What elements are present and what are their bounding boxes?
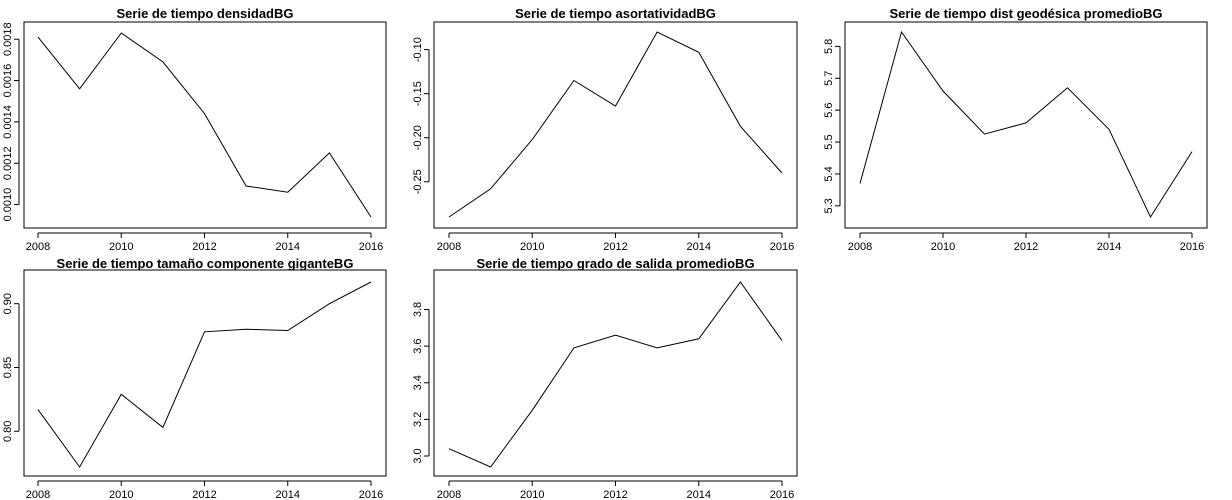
chart-4-title: Serie de tiempo tamaño componente gigant… bbox=[57, 256, 354, 271]
chart-4-x-tick-label: 2016 bbox=[359, 489, 383, 500]
chart-1-x-tick-label: 2012 bbox=[192, 241, 216, 253]
chart-5-y-tick-label: 3.6 bbox=[412, 338, 424, 353]
chart-5-series-line bbox=[448, 281, 783, 468]
chart-3-y-tick-label: 5.6 bbox=[823, 102, 835, 117]
chart-1-title: Serie de tiempo densidadBG bbox=[117, 6, 294, 21]
chart-2-plot-frame bbox=[433, 21, 798, 229]
chart-5-y-tick-label: 3.8 bbox=[412, 302, 424, 317]
chart-2-x-tick-label: 2012 bbox=[603, 241, 627, 253]
chart-3-y-tick-label: 5.8 bbox=[823, 39, 835, 54]
chart-2-y-tick-label: -0.15 bbox=[412, 81, 424, 106]
chart-5: Serie de tiempo grado de salida promedio… bbox=[412, 256, 798, 500]
chart-1: Serie de tiempo densidadBG 2008 2010 2012 20… bbox=[2, 6, 387, 253]
chart-5-y-tick-label: 3.4 bbox=[412, 375, 424, 390]
chart-1-y-tick-label: 0.0010 bbox=[2, 188, 14, 222]
chart-5-x-tick-label: 2012 bbox=[603, 489, 627, 500]
chart-3-x-tick-label: 2008 bbox=[848, 241, 872, 253]
chart-2-y-tick-label: -0.10 bbox=[412, 37, 424, 62]
chart-1-plot-frame bbox=[23, 21, 387, 229]
chart-4-x-tick-label: 2010 bbox=[109, 489, 133, 500]
chart-5-title: Serie de tiempo grado de salida promedio… bbox=[476, 256, 754, 271]
chart-4-x-tick-label: 2014 bbox=[276, 489, 300, 500]
chart-4-series-line bbox=[37, 281, 372, 468]
chart-4-y-tick-label: 0.80 bbox=[2, 421, 14, 442]
chart-4-y-tick-label: 0.90 bbox=[2, 293, 14, 314]
chart-5-x-tick-label: 2010 bbox=[520, 489, 544, 500]
chart-3-series-line bbox=[859, 30, 1193, 219]
chart-4-x-tick-label: 2008 bbox=[26, 489, 50, 500]
chart-4: Serie de tiempo tamaño componente gigant… bbox=[2, 256, 387, 500]
chart-1-x-tick-label: 2010 bbox=[109, 241, 133, 253]
chart-5-x-tick-label: 2014 bbox=[687, 489, 711, 500]
chart-2-x-tick-label: 2014 bbox=[687, 241, 711, 253]
chart-1-y-tick-label: 0.0018 bbox=[2, 22, 14, 56]
chart-1-x-tick-label: 2016 bbox=[359, 241, 383, 253]
chart-3-x-tick-label: 2016 bbox=[1180, 241, 1204, 253]
chart-3: Serie de tiempo dist geodésica promedioB… bbox=[823, 6, 1208, 253]
chart-2-y-tick-label: -0.25 bbox=[412, 169, 424, 194]
chart-2-x-tick-label: 2008 bbox=[437, 241, 461, 253]
chart-5-x-tick-label: 2008 bbox=[437, 489, 461, 500]
chart-2-series-line bbox=[448, 31, 783, 218]
chart-3-title: Serie de tiempo dist geodésica promedioB… bbox=[889, 6, 1162, 21]
chart-1-series-line bbox=[37, 32, 372, 218]
chart-1-y-tick-label: 0.0012 bbox=[2, 146, 14, 180]
chart-3-y-tick-label: 5.5 bbox=[823, 134, 835, 149]
chart-3-plot-frame bbox=[844, 21, 1208, 229]
chart-1-y-tick-label: 0.0014 bbox=[2, 105, 14, 139]
chart-2-y-tick-label: -0.20 bbox=[412, 125, 424, 150]
chart-5-plot-frame bbox=[433, 269, 798, 477]
chart-3-y-tick-label: 5.3 bbox=[823, 198, 835, 213]
chart-3-y-tick-label: 5.7 bbox=[823, 71, 835, 86]
chart-5-y-tick-label: 3.0 bbox=[412, 448, 424, 463]
chart-4-plot-frame bbox=[23, 269, 387, 477]
chart-4-x-tick-label: 2012 bbox=[192, 489, 216, 500]
chart-3-x-tick-label: 2010 bbox=[931, 241, 955, 253]
chart-4-y-tick-label: 0.85 bbox=[2, 357, 14, 378]
chart-5-y-tick-label: 3.2 bbox=[412, 412, 424, 427]
chart-1-y-tick-label: 0.0016 bbox=[2, 64, 14, 98]
chart-5-x-tick-label: 2016 bbox=[770, 489, 794, 500]
chart-3-y-tick-label: 5.4 bbox=[823, 166, 835, 181]
chart-1-x-tick-label: 2014 bbox=[276, 241, 300, 253]
chart-3-x-tick-label: 2012 bbox=[1014, 241, 1038, 253]
chart-1-x-tick-label: 2008 bbox=[26, 241, 50, 253]
chart-2-x-tick-label: 2016 bbox=[770, 241, 794, 253]
chart-2: Serie de tiempo asortatividadBG 2008 2010 2… bbox=[412, 6, 798, 253]
chart-2-title: Serie de tiempo asortatividadBG bbox=[515, 6, 716, 21]
chart-2-x-tick-label: 2010 bbox=[520, 241, 544, 253]
chart-3-x-tick-label: 2014 bbox=[1097, 241, 1121, 253]
